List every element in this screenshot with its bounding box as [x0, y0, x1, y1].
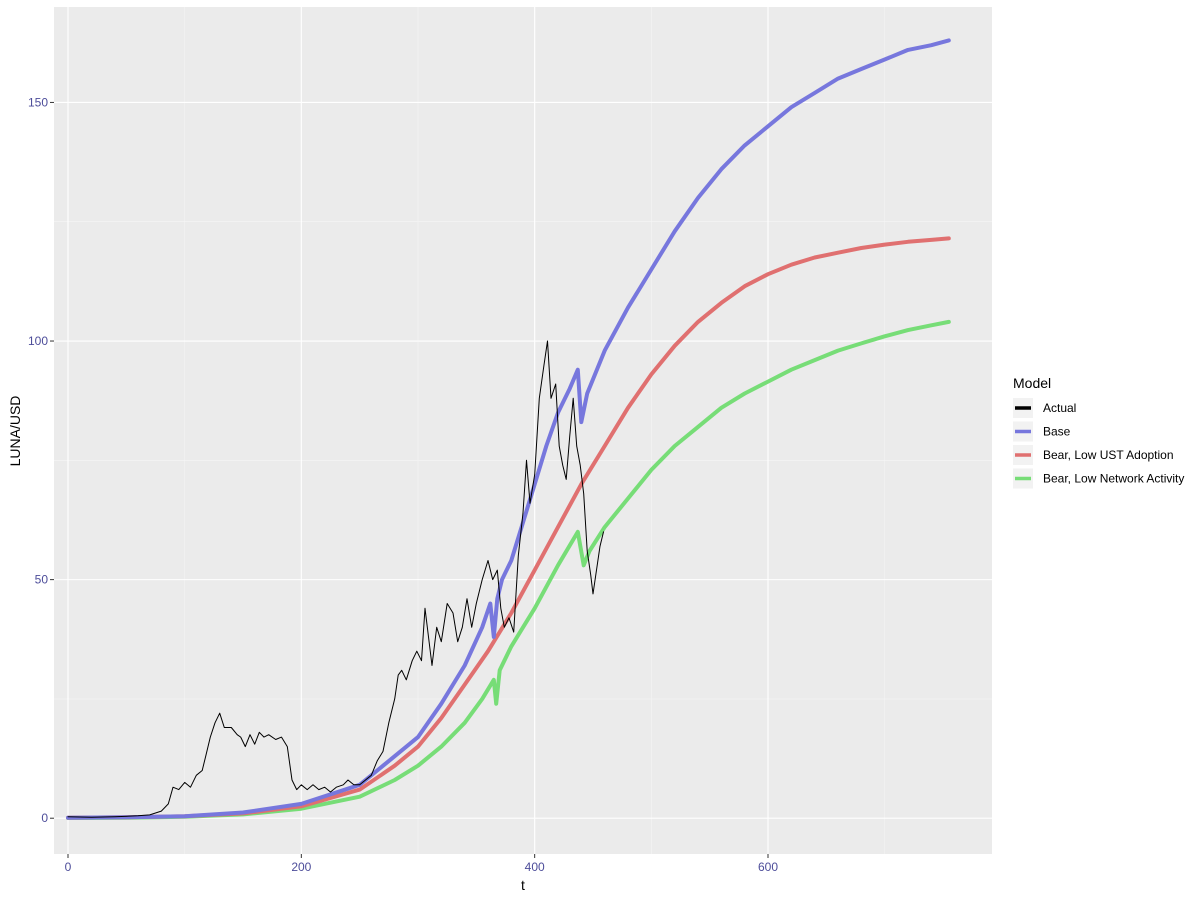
legend-label: Base	[1043, 425, 1071, 439]
series-line-2	[66, 236, 951, 820]
series-line-1	[66, 38, 951, 820]
legend-title: Model	[1013, 375, 1051, 391]
legend-label: Bear, Low Network Activity	[1043, 472, 1184, 486]
y-tick-label: 50	[35, 573, 49, 587]
series-line-0	[67, 340, 604, 818]
minor-gridlines	[54, 7, 992, 854]
y-axis-title: LUNA/USD	[7, 396, 23, 467]
legend-label: Actual	[1043, 401, 1076, 415]
panel-background	[54, 7, 992, 854]
x-axis: 0 200 400 600	[65, 854, 778, 874]
x-axis-title: t	[521, 877, 525, 893]
legend-label: Bear, Low UST Adoption	[1043, 448, 1174, 462]
series-line-3	[66, 319, 951, 820]
x-tick-label: 400	[525, 860, 545, 874]
y-tick-label: 100	[28, 334, 48, 348]
major-gridlines	[54, 7, 992, 854]
x-tick-label: 600	[758, 860, 778, 874]
y-tick-label: 150	[28, 95, 48, 109]
x-tick-label: 0	[65, 860, 72, 874]
y-axis: 0 50 100 150	[28, 95, 54, 825]
y-tick-label: 0	[41, 811, 48, 825]
x-tick-label: 200	[291, 860, 311, 874]
legend: Model Actual Base Bear, Low UST Adoption Be…	[1013, 375, 1184, 489]
series-layer	[66, 38, 951, 820]
